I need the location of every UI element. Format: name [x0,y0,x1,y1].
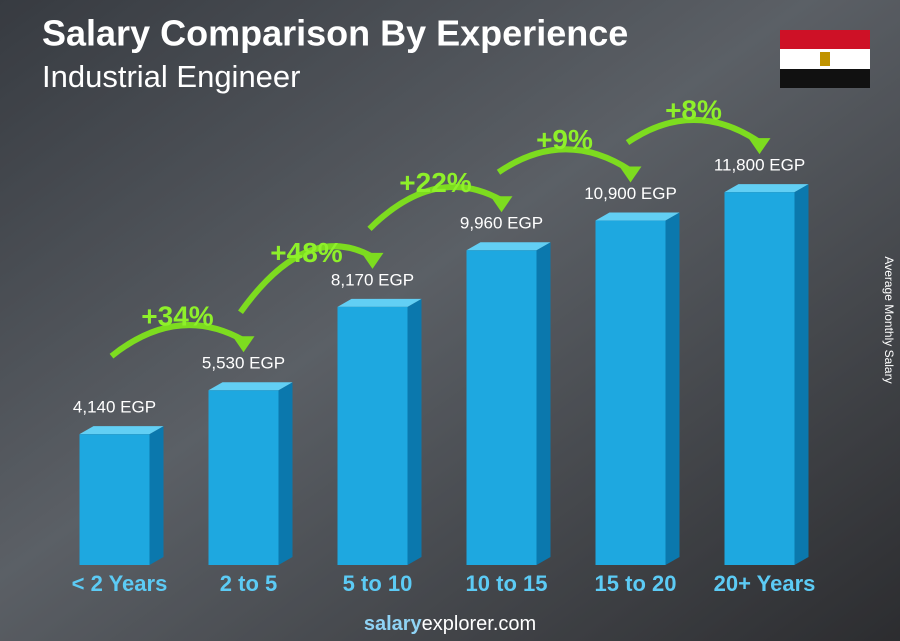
bar [724,192,795,565]
x-tick-label: 10 to 15 [466,571,548,596]
bar [466,250,537,565]
change-arrow [625,117,762,146]
flag-emblem [820,52,830,66]
change-arrow [496,146,633,175]
change-arrow [238,243,374,314]
change-arrowhead [361,252,384,269]
value-label: 10,900 EGP [584,184,677,203]
bar-side [665,212,680,565]
chart-title: Salary Comparison By Experience [42,13,628,54]
x-tick-label: < 2 Years [72,571,168,596]
change-arrow [109,322,245,359]
bar-top [337,298,422,307]
bar-top [724,184,809,193]
footer-bold: salary [364,613,423,635]
bar-top [595,212,680,221]
chart-subtitle: Industrial Engineer [42,59,301,94]
footer-rest: explorer.com [422,613,537,635]
bar-side [794,184,809,565]
flag-black [780,69,870,88]
bar-side [278,382,293,565]
bar-side [407,298,422,565]
bar [595,220,666,565]
bar-side [149,426,164,565]
bar-top [466,242,551,251]
change-label: +34% [141,301,213,332]
change-label: +22% [399,167,471,198]
change-arrow [367,183,503,231]
value-label: 8,170 EGP [331,270,414,289]
change-label: +8% [665,95,722,126]
change-arrowhead [619,166,642,183]
bar [79,434,150,565]
value-label: 11,800 EGP [714,156,805,175]
change-label: +9% [536,124,593,155]
bar-top [79,426,164,435]
flag [780,30,870,88]
change-arrowhead [748,138,771,155]
value-label: 9,960 EGP [460,214,543,233]
bar [208,390,279,565]
x-tick-label: 2 to 5 [220,571,277,596]
value-label: 5,530 EGP [202,354,285,373]
bar-side [536,242,551,565]
x-tick-label: 5 to 10 [343,571,413,596]
footer: salaryexplorer.com [364,613,536,635]
y-axis-label: Average Monthly Salary [882,256,896,383]
x-tick-label: 15 to 20 [595,571,677,596]
value-label: 4,140 EGP [73,398,156,417]
flag-red [780,30,870,49]
bar [337,306,408,565]
change-arrowhead [232,336,255,353]
change-arrowhead [490,196,513,213]
bar-top [208,382,293,391]
change-label: +48% [270,237,342,268]
x-tick-label: 20+ Years [714,571,816,596]
